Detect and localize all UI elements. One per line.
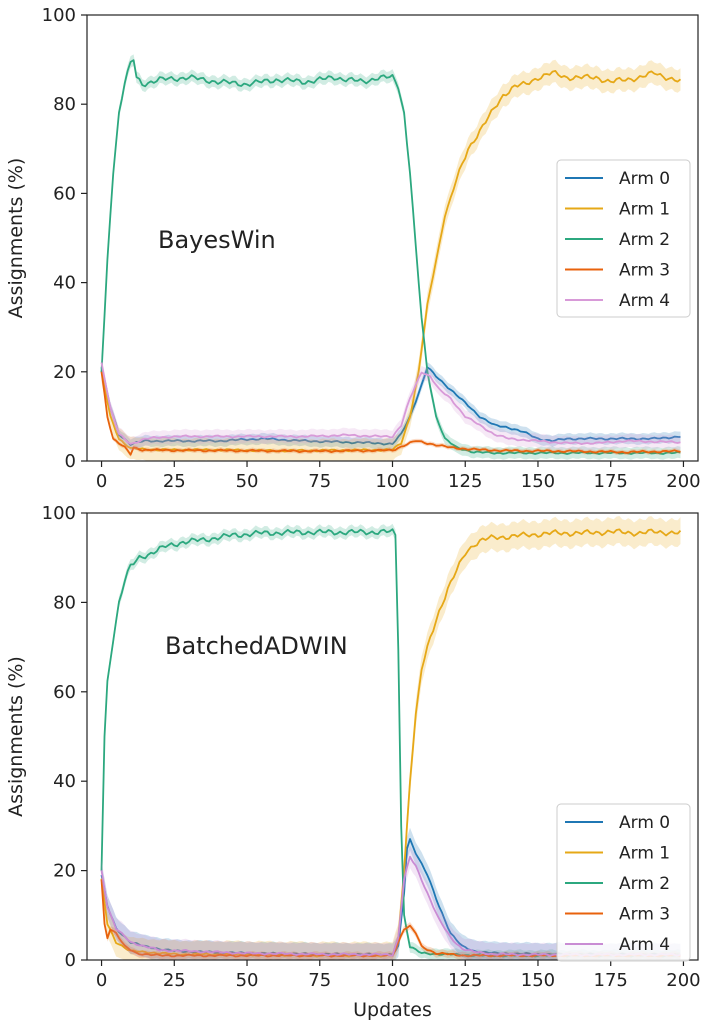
x-tick-label-200: 200: [666, 970, 700, 991]
series-band-arm-3: [101, 369, 681, 457]
x-tick-label-125: 125: [448, 471, 482, 492]
y-tick-label-20: 20: [53, 861, 76, 882]
series-line-arm-4: [100, 362, 681, 445]
y-tick-label-100: 100: [42, 503, 76, 524]
x-tick-label-25: 25: [163, 471, 186, 492]
x-tick-label-175: 175: [594, 471, 628, 492]
legend-label-arm-3: Arm 3: [619, 261, 670, 281]
y-tick-label-0: 0: [65, 950, 76, 971]
x-tick-label-75: 75: [308, 970, 331, 991]
x-tick-label-25: 25: [163, 970, 186, 991]
y-tick-label-60: 60: [53, 682, 76, 703]
y-tick-label-20: 20: [53, 362, 76, 383]
legend-label-arm-1: Arm 1: [619, 200, 670, 220]
x-tick-label-175: 175: [594, 970, 628, 991]
y-tick-label-80: 80: [53, 592, 76, 613]
x-tick-label-100: 100: [375, 471, 409, 492]
chart-annotation: BayesWin: [158, 226, 276, 254]
legend-label-arm-3: Arm 3: [619, 905, 670, 925]
y-tick-label-40: 40: [53, 273, 76, 294]
y-tick-label-80: 80: [53, 94, 76, 115]
y-tick-label-0: 0: [65, 451, 76, 472]
legend-label-arm-4: Arm 4: [619, 291, 670, 311]
legend-label-arm-4: Arm 4: [619, 935, 670, 955]
y-tick-label-40: 40: [53, 771, 76, 792]
plot-area: [100, 54, 682, 461]
legend: Arm 0 Arm 1 Arm 2 Arm 3 Arm 4: [556, 803, 691, 962]
x-tick-label-50: 50: [236, 970, 259, 991]
legend-label-arm-0: Arm 0: [619, 813, 670, 833]
x-tick-label-75: 75: [308, 471, 331, 492]
x-tick-label-150: 150: [521, 471, 555, 492]
legend-box: [556, 803, 691, 962]
series-line-arm-3: [100, 371, 681, 456]
y-tick-label-60: 60: [53, 183, 76, 204]
legend-label-arm-2: Arm 2: [619, 230, 670, 250]
legend-label-arm-0: Arm 0: [619, 169, 670, 189]
legend-label-arm-2: Arm 2: [619, 874, 670, 894]
chart-annotation: BatchedADWIN: [165, 632, 348, 660]
x-tick-label-100: 100: [375, 970, 409, 991]
x-axis-label: Updates: [353, 999, 432, 1021]
chart-panel-bayeswin: 0 25 50 75 100 125 150 175 200 0 20 40 60 80 100 Assign…: [5, 5, 701, 492]
legend: Arm 0 Arm 1 Arm 2 Arm 3 Arm 4: [556, 159, 691, 318]
x-tick-label-200: 200: [666, 471, 700, 492]
x-tick-label-0: 0: [96, 970, 107, 991]
legend-box: [556, 159, 691, 318]
series-band-arm-3: [101, 875, 681, 960]
x-tick-label-150: 150: [521, 970, 555, 991]
x-tick-label-0: 0: [96, 471, 107, 492]
x-tick-label-50: 50: [236, 471, 259, 492]
legend-label-arm-1: Arm 1: [619, 844, 670, 864]
y-axis-label: Assignments (%): [5, 656, 27, 817]
y-tick-label-100: 100: [42, 5, 76, 26]
chart-panel-batchedadwin: 0 25 50 75 100 125 150 175 200 0 20 40 60 80 100 Assign…: [5, 503, 701, 1021]
x-tick-label-125: 125: [448, 970, 482, 991]
y-axis-label: Assignments (%): [5, 158, 27, 319]
series-line-arm-0: [100, 366, 681, 446]
